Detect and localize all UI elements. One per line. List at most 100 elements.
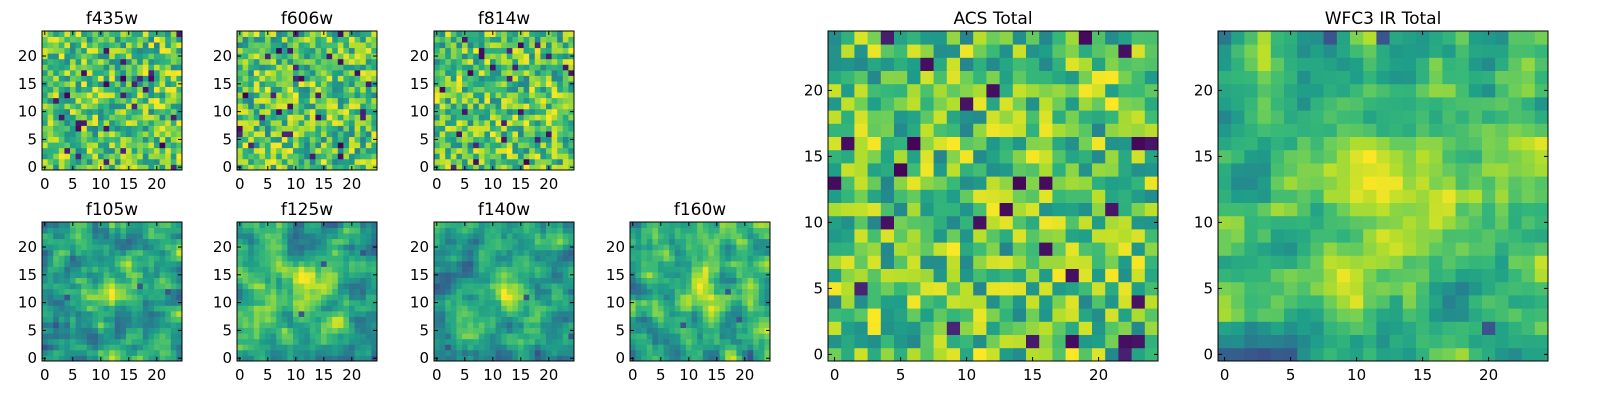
heatmap-cell: [298, 86, 305, 93]
heatmap-cell: [854, 334, 868, 349]
heatmap-cell: [646, 283, 653, 290]
heatmap-cell: [365, 294, 372, 301]
heatmap-cell: [103, 310, 110, 317]
heatmap-cell: [109, 294, 116, 301]
heatmap-cell: [534, 114, 541, 121]
heatmap-cell: [114, 81, 121, 87]
heatmap-cell: [490, 69, 496, 76]
heatmap-cell: [170, 142, 177, 149]
heatmap-cell: [98, 238, 104, 245]
heatmap-cell: [1026, 321, 1040, 335]
heatmap-cell: [148, 75, 155, 82]
heatmap-cell: [120, 114, 127, 121]
heatmap-cell: [332, 69, 339, 76]
heatmap-cell: [495, 36, 502, 43]
heatmap-cell: [304, 47, 311, 54]
heatmap-cell: [434, 288, 440, 295]
heatmap-cell: [326, 272, 333, 278]
x-tick-label: 5: [68, 175, 78, 193]
heatmap-cell: [92, 75, 99, 82]
heatmap-cell: [880, 295, 895, 309]
heatmap-cell: [473, 333, 480, 340]
heatmap-cell: [630, 316, 636, 323]
heatmap-cell: [42, 103, 48, 110]
heatmap-cell: [58, 305, 65, 312]
heatmap-cell: [321, 255, 327, 262]
heatmap-cell: [343, 277, 350, 284]
heatmap-cell: [92, 103, 99, 110]
heatmap-cell: [270, 227, 277, 234]
heatmap-cell: [337, 36, 344, 43]
heatmap-cell: [501, 316, 508, 323]
heatmap-cell: [265, 238, 271, 245]
heatmap-cell: [259, 103, 266, 110]
heatmap-cell: [551, 349, 558, 356]
heatmap-cell: [506, 305, 513, 312]
heatmap-cell: [159, 153, 166, 160]
heatmap-cell: [248, 222, 255, 228]
heatmap-cell: [47, 322, 54, 329]
heatmap-cell: [434, 131, 440, 138]
heatmap-cell: [534, 86, 541, 93]
heatmap-cell: [551, 233, 558, 240]
heatmap-cell: [332, 349, 339, 356]
heatmap-cell: [148, 283, 155, 290]
heatmap-cell: [506, 97, 513, 104]
x-tick-label: 20: [147, 175, 166, 193]
heatmap-cell: [276, 283, 283, 290]
heatmap-cell: [332, 294, 339, 301]
heatmap-cell: [669, 288, 676, 295]
heatmap-cell: [506, 114, 513, 121]
heatmap-cell: [120, 310, 127, 317]
heatmap-cell: [64, 136, 71, 143]
heatmap-cell: [349, 344, 355, 351]
heatmap-cell: [142, 53, 149, 60]
heatmap-cell: [1131, 295, 1146, 309]
heatmap-cell: [315, 119, 322, 126]
heatmap-cell: [758, 322, 765, 329]
heatmap-cell: [349, 322, 355, 329]
heatmap-cell: [126, 244, 132, 251]
heatmap-cell: [467, 31, 474, 37]
heatmap-cell: [562, 310, 569, 317]
heatmap-cell: [293, 338, 299, 345]
heatmap-cell: [529, 238, 536, 245]
heatmap-cell: [287, 355, 294, 362]
heatmap-cell: [365, 283, 372, 290]
heatmap-cell: [674, 222, 681, 228]
heatmap-cell: [907, 202, 921, 217]
heatmap-cell: [960, 242, 974, 256]
heatmap-cell: [551, 136, 558, 143]
heatmap-cell: [287, 233, 294, 240]
y-tick-label: 5: [419, 321, 429, 339]
heatmap-cell: [137, 158, 144, 165]
heatmap-cell: [669, 227, 676, 234]
heatmap-cell: [534, 277, 541, 284]
heatmap-cell: [98, 119, 104, 126]
heatmap-cell: [298, 299, 305, 306]
heatmap-cell: [103, 86, 110, 93]
heatmap-cell: [270, 349, 277, 356]
heatmap-cell: [434, 349, 440, 356]
heatmap-cell: [259, 288, 266, 295]
heatmap-cell: [47, 114, 54, 121]
heatmap-cell: [540, 136, 547, 143]
heatmap-cell: [1118, 202, 1132, 217]
heatmap-cell: [332, 255, 339, 262]
heatmap-cell: [287, 136, 294, 143]
heatmap-cell: [58, 255, 65, 262]
heatmap-cell: [86, 294, 93, 301]
heatmap-cell: [529, 338, 536, 345]
heatmap-cell: [64, 222, 71, 228]
heatmap-cell: [635, 249, 642, 256]
heatmap-cell: [456, 316, 463, 323]
y-tick-label: 5: [615, 321, 625, 339]
heatmap-cell: [512, 108, 519, 115]
heatmap-cell: [304, 305, 311, 312]
heatmap-cell: [484, 69, 491, 76]
heatmap-cell: [126, 58, 132, 65]
heatmap-cell: [53, 153, 60, 160]
heatmap-cell: [53, 249, 60, 256]
heatmap-cell: [293, 53, 299, 60]
